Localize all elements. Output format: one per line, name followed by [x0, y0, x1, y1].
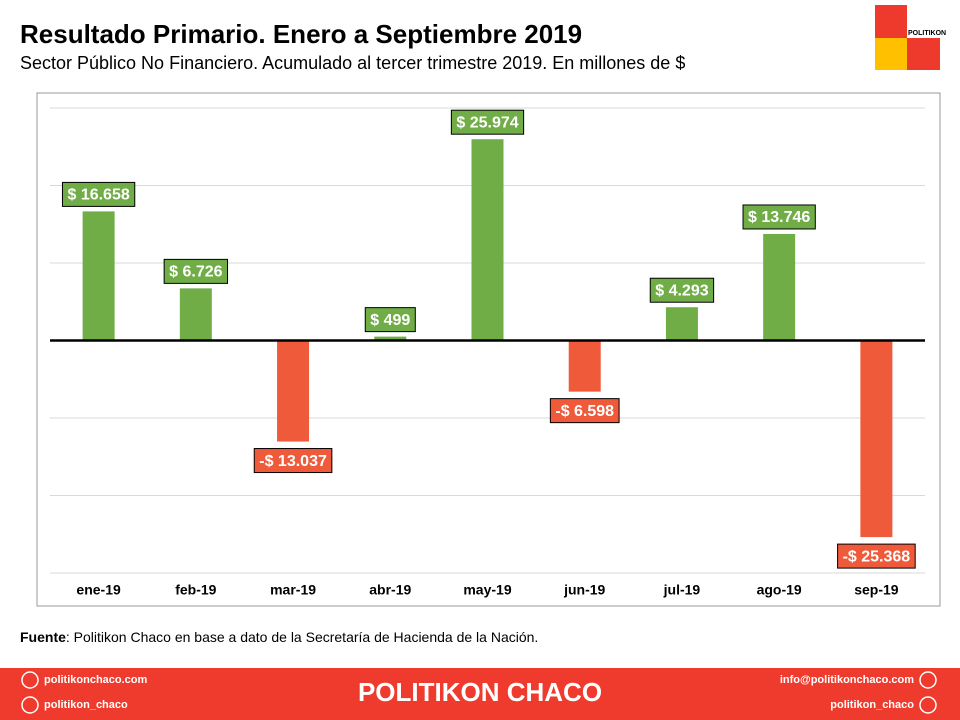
bar [568, 340, 601, 392]
chart-title: Resultado Primario. Enero a Septiembre 2… [20, 19, 582, 49]
x-tick-label: ene-19 [76, 582, 121, 598]
value-label-box [364, 307, 416, 333]
logo-square [907, 5, 940, 38]
value-label-box [549, 398, 620, 424]
value-label-box [649, 277, 715, 303]
footer-instagram: politikon_chaco [44, 699, 128, 711]
chart-subtitle: Sector Público No Financiero. Acumulado … [20, 53, 685, 73]
logo-square [875, 38, 907, 70]
bar [82, 211, 115, 341]
x-tick-label: jul-19 [663, 582, 701, 598]
logo-square [907, 38, 940, 70]
bar [277, 340, 310, 442]
value-label: $ 25.974 [456, 114, 518, 131]
twitter-icon [919, 696, 937, 714]
footer-twitter: politikon_chaco [830, 699, 914, 711]
source-label: Fuente [20, 629, 66, 645]
bar [763, 233, 796, 341]
value-label: -$ 25.368 [843, 548, 911, 565]
value-label-box [61, 181, 136, 207]
value-label: $ 6.726 [169, 264, 222, 281]
logo: POLITIKON [875, 5, 946, 70]
x-tick-label: may-19 [463, 582, 511, 598]
web-icon [21, 671, 39, 689]
logo-text: POLITIKON [908, 30, 946, 37]
x-tick-label: ago-19 [757, 582, 802, 598]
value-label-box [837, 543, 916, 569]
value-label: $ 13.746 [748, 209, 810, 226]
value-label: -$ 13.037 [259, 453, 327, 470]
plot-area: ene-19 feb-19 mar-19 abr-19 may-19 jun-19 jul-… [50, 107, 925, 598]
x-tick-label: mar-19 [270, 582, 316, 598]
footer-brand: POLITIKON CHACO [358, 677, 602, 707]
footer-email: info@politikonchaco.com [780, 674, 914, 686]
bar [374, 336, 407, 341]
footer-website: politikonchaco.com [44, 674, 148, 686]
value-label-box [253, 448, 333, 474]
bar [665, 307, 698, 341]
value-label-box [163, 258, 229, 284]
footer: politikonchaco.com politikon_chaco POLIT… [0, 668, 960, 720]
x-tick-label: jun-19 [563, 582, 605, 598]
bar [860, 340, 893, 538]
x-tick-label: abr-19 [369, 582, 411, 598]
x-tick-label: sep-19 [854, 582, 899, 598]
x-tick-label: feb-19 [175, 582, 216, 598]
value-label: -$ 6.598 [555, 403, 614, 420]
value-label-box [742, 204, 816, 230]
bar [179, 288, 212, 341]
source-text: : Politikon Chaco en base a dato de la S… [66, 629, 538, 645]
footer-bar [0, 668, 960, 720]
logo-square [875, 5, 907, 38]
value-label: $ 16.658 [67, 187, 129, 204]
source: Fuente: Politikon Chaco en base a dato d… [20, 629, 538, 645]
email-icon [919, 671, 937, 689]
value-label: $ 4.293 [655, 282, 708, 299]
value-label: $ 499 [370, 312, 410, 329]
bar [471, 139, 504, 341]
value-label-box [450, 109, 525, 135]
instagram-icon [21, 696, 39, 714]
